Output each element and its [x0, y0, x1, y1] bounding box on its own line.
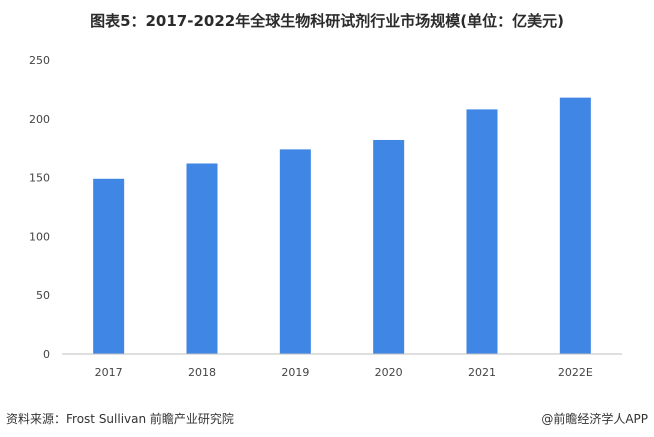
brand-credit: @前瞻经济学人APP: [541, 412, 648, 426]
bar-2019: [279, 149, 311, 354]
bars: [93, 97, 591, 354]
bar-2022E: [559, 97, 591, 354]
x-axis-ticks: 2017 2018 2019 2020 2021 2022E: [95, 366, 593, 379]
bar-2017: [93, 178, 125, 354]
x-tick-label: 2020: [375, 366, 403, 379]
y-axis-ticks: 0 50 100 150 200 250: [29, 54, 50, 361]
bar-2020: [373, 139, 405, 354]
bar-2021: [466, 109, 498, 354]
source-note: 资料来源：Frost Sullivan 前瞻产业研究院: [6, 412, 234, 426]
x-tick-label: 2018: [188, 366, 216, 379]
y-tick-label: 200: [29, 113, 50, 126]
chart-title: 图表5：2017-2022年全球生物科研试剂行业市场规模(单位：亿美元): [90, 12, 564, 30]
y-tick-label: 250: [29, 54, 50, 67]
y-tick-label: 50: [36, 289, 50, 302]
x-tick-label: 2022E: [558, 366, 593, 379]
y-tick-label: 100: [29, 230, 50, 243]
y-tick-label: 150: [29, 172, 50, 185]
y-tick-label: 0: [43, 348, 50, 361]
x-tick-label: 2021: [468, 366, 496, 379]
bar-2018: [186, 163, 218, 354]
x-tick-label: 2019: [281, 366, 309, 379]
x-tick-label: 2017: [95, 366, 123, 379]
